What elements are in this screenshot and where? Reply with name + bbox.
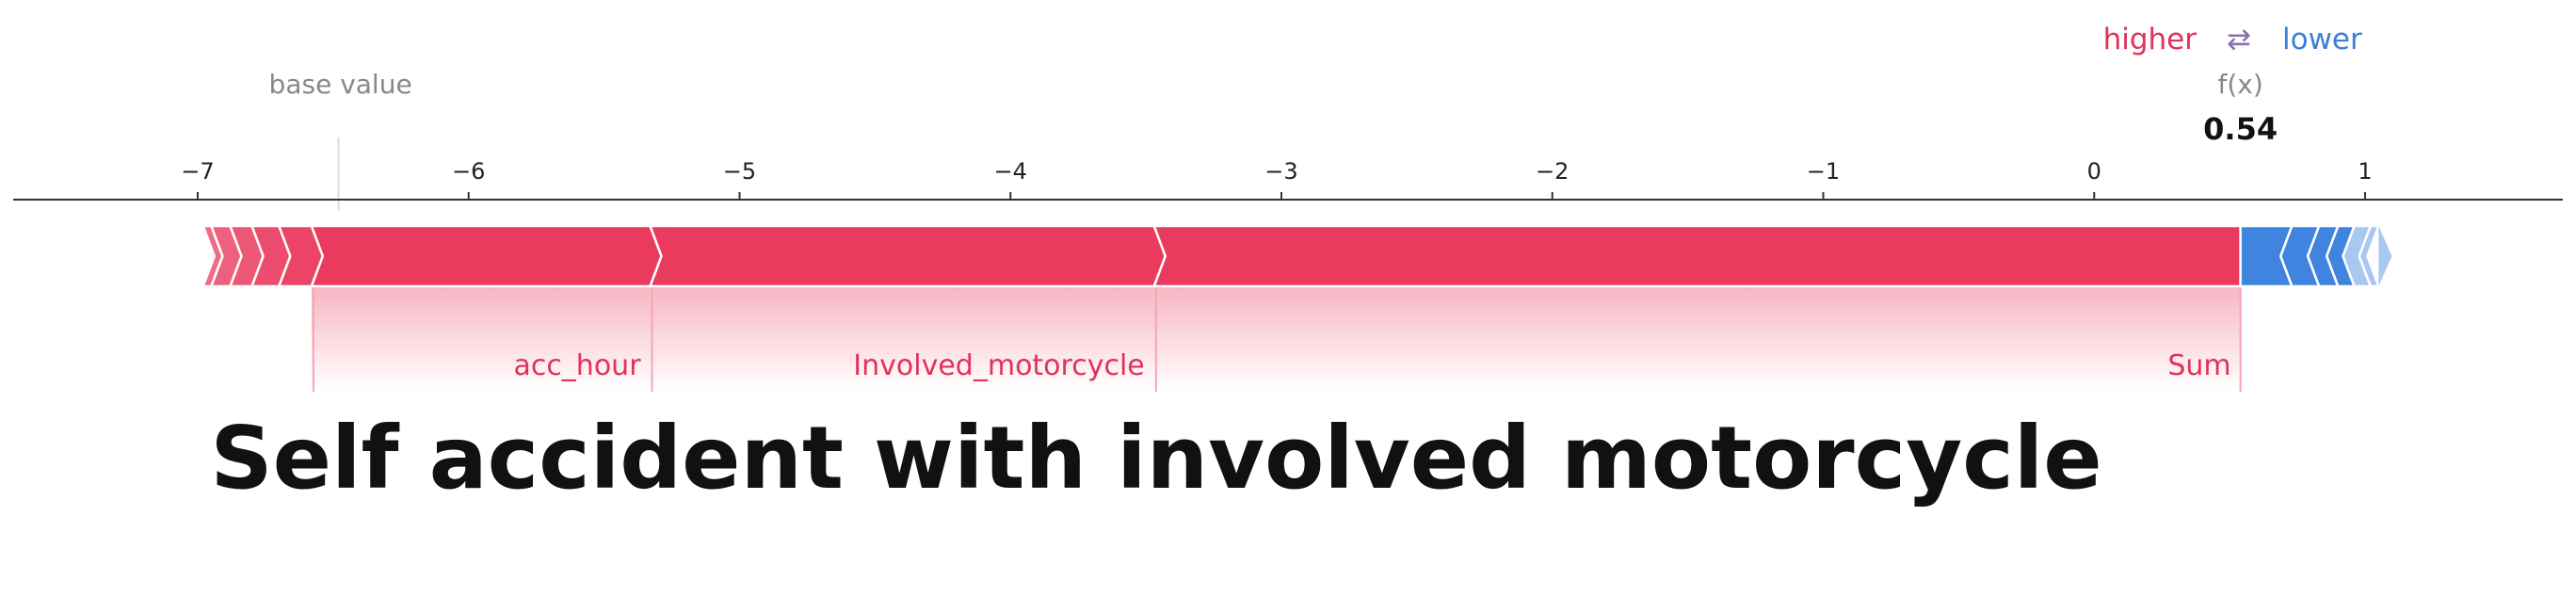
feature-label-7: Sum [2167, 349, 2230, 382]
positive-bar-7 [1151, 224, 2242, 288]
negative-bar-5 [2358, 224, 2381, 288]
positive-fade-5 [311, 286, 651, 390]
x-tick-label-2: −5 [723, 158, 756, 185]
positive-fade-7 [1153, 286, 2241, 390]
base-value-label: base value [269, 69, 412, 100]
feature-label-5: acc_hour [513, 349, 641, 382]
force-bars [201, 224, 2392, 288]
label-fades [311, 286, 2242, 392]
x-tick-label-4: −3 [1264, 158, 1297, 185]
x-tick-label-5: −2 [1536, 158, 1569, 185]
x-tick-label-3: −4 [994, 158, 1027, 185]
feature-labels: acc_hour Involved_motorcycle Sum [513, 349, 2230, 382]
chart-caption: Self accident with involved motorcycle [210, 408, 2101, 508]
positive-bar-5 [310, 224, 663, 288]
feature-label-6: Involved_motorcycle [853, 349, 1144, 382]
legend-lower-label: lower [2282, 23, 2362, 56]
fx-value: 0.54 [2203, 111, 2278, 147]
positive-fade-6 [650, 286, 1154, 390]
x-axis-ticks: −7 −6 −5 −4 −3 −2 −1 0 1 [181, 158, 2373, 200]
x-tick-label-6: −1 [1807, 158, 1840, 185]
legend-swap-arrow-icon: ⇄ [2227, 23, 2251, 56]
legend-higher-label: higher [2103, 23, 2198, 56]
x-tick-label-1: −6 [452, 158, 485, 185]
fx-label: f(x) [2217, 69, 2262, 100]
positive-bar-6 [648, 224, 1167, 288]
x-tick-label-7: 0 [2087, 158, 2101, 185]
negative-end-cap [2378, 226, 2392, 286]
x-tick-label-0: −7 [181, 158, 214, 185]
x-tick-label-8: 1 [2358, 158, 2372, 185]
